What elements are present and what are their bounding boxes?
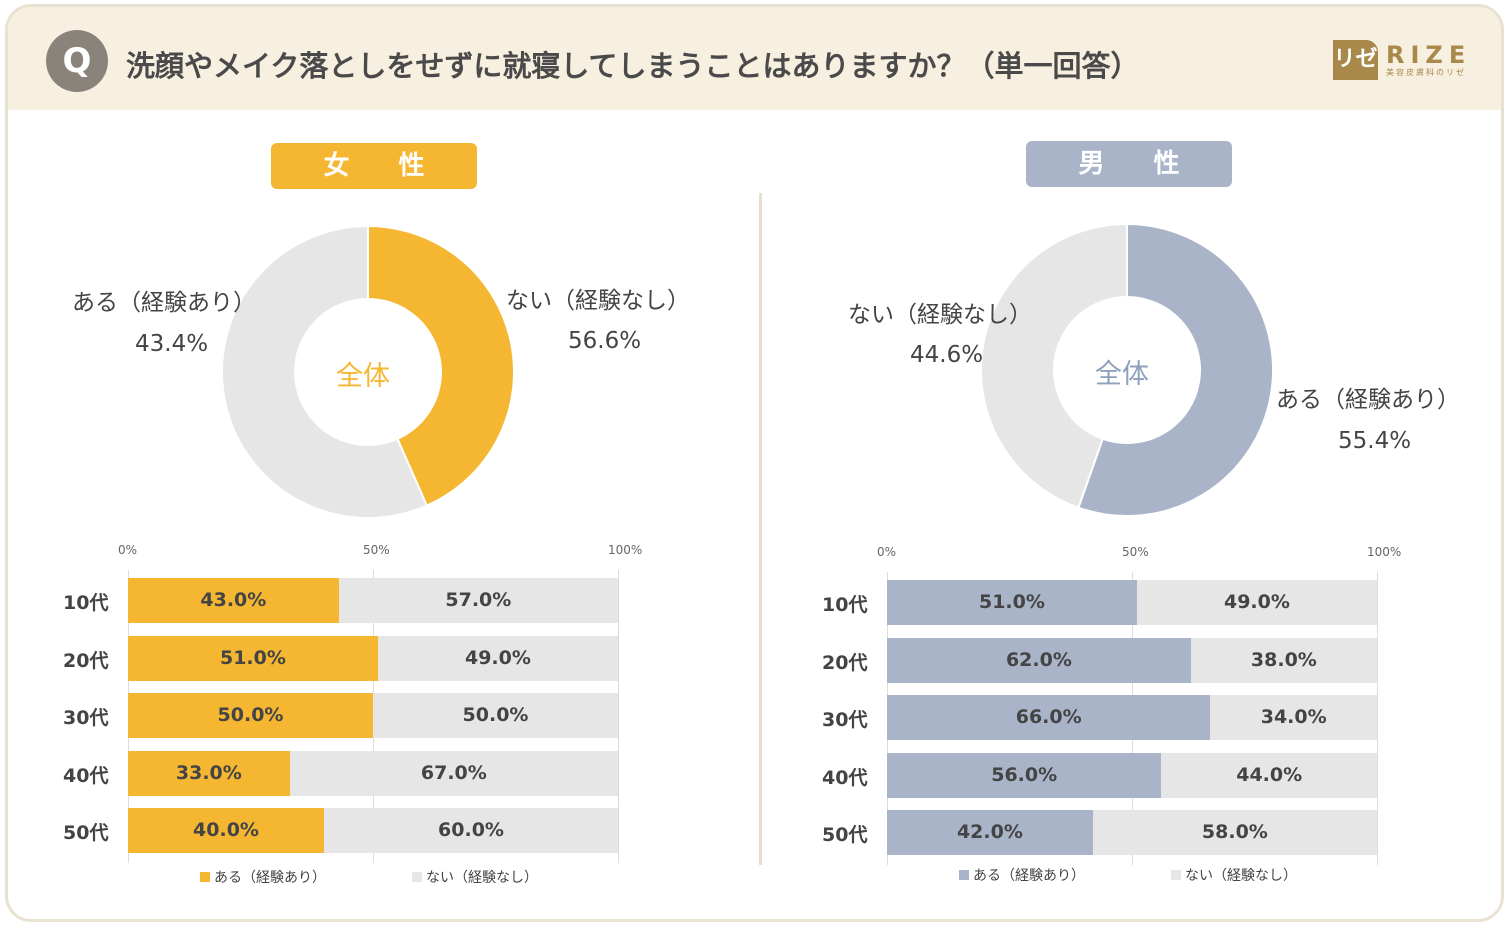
- gridline: [1377, 572, 1378, 865]
- row-label: 30代: [63, 707, 109, 729]
- x-tick-label: 100%: [1367, 545, 1402, 559]
- slice-value-label: 44.6%: [910, 342, 984, 368]
- legend-item: ある（経験あり）: [200, 867, 326, 887]
- donut-chart: [221, 224, 515, 519]
- legend-item: ない（経験なし）: [412, 867, 538, 887]
- donut-center-label: 全体: [336, 361, 390, 392]
- section-title: 女 性: [271, 143, 477, 189]
- slice-value-label: 55.4%: [1338, 428, 1412, 454]
- row-label: 10代: [822, 594, 868, 616]
- x-tick-label: 0%: [118, 543, 138, 557]
- bar-segment: 51.0%: [128, 635, 378, 681]
- legend-swatch: [1171, 870, 1181, 880]
- slice-category-label: ない（経験なし）: [506, 288, 690, 314]
- bar-segment: 38.0%: [1190, 637, 1377, 683]
- row-label: 20代: [822, 651, 868, 674]
- legend-swatch: [959, 870, 969, 880]
- legend-label: ある（経験あり）: [214, 870, 326, 886]
- logo-mark: リゼ: [1333, 40, 1378, 80]
- donut-chart: [979, 222, 1274, 517]
- x-tick-label: 50%: [363, 543, 390, 557]
- row-label: 10代: [63, 592, 109, 614]
- bar-segment: 67.0%: [289, 750, 618, 796]
- gridline: [618, 570, 619, 863]
- donut-slice: [367, 224, 515, 507]
- section-title: 男 性: [1026, 141, 1232, 187]
- x-tick-label: 100%: [608, 543, 643, 557]
- bar-segment: 62.0%: [887, 637, 1191, 683]
- legend-swatch: [412, 872, 422, 882]
- legend-item: ない（経験なし）: [1171, 865, 1297, 885]
- divider: [759, 193, 762, 865]
- row-label: 50代: [63, 822, 109, 844]
- bar-segment: 60.0%: [324, 808, 618, 853]
- donut-slice: [221, 224, 429, 519]
- legend-swatch: [200, 872, 210, 882]
- bar-segment: 33.0%: [128, 750, 290, 796]
- legend-label: ない（経験なし）: [1185, 868, 1297, 884]
- question-title: 洗顔やメイク落としをせずに就寝してしまうことはありますか？（単一回答）: [126, 49, 1140, 83]
- row-label: 30代: [822, 709, 868, 731]
- x-tick-label: 50%: [1122, 545, 1149, 559]
- bar-segment: 34.0%: [1210, 695, 1377, 740]
- bar-segment: 57.0%: [338, 578, 618, 623]
- row-label: 40代: [822, 766, 868, 789]
- slice-category-label: ある（経験あり）: [72, 290, 256, 316]
- rize-logo: リゼ RIZE 美容皮膚科のリゼ: [1333, 40, 1471, 80]
- bar-segment: 56.0%: [887, 752, 1162, 798]
- legend-item: ある（経験あり）: [959, 865, 1085, 885]
- logo-name: RIZE: [1386, 40, 1472, 69]
- donut-slice: [979, 222, 1128, 509]
- slice-value-label: 56.6%: [568, 328, 642, 354]
- bar-segment: 50.0%: [373, 693, 618, 738]
- bar-segment: 58.0%: [1092, 810, 1377, 855]
- bar-segment: 43.0%: [128, 578, 339, 623]
- bar-segment: 66.0%: [887, 695, 1211, 740]
- row-label: 40代: [63, 764, 109, 787]
- bar-segment: 49.0%: [1136, 580, 1377, 625]
- bar-segment: 51.0%: [887, 580, 1137, 625]
- row-label: 20代: [63, 649, 109, 672]
- x-tick-label: 0%: [877, 545, 897, 559]
- slice-value-label: 43.4%: [135, 331, 209, 357]
- row-label: 50代: [822, 824, 868, 846]
- bar-segment: 49.0%: [377, 635, 618, 681]
- bar-segment: 40.0%: [128, 808, 324, 853]
- legend-label: ある（経験あり）: [973, 868, 1085, 884]
- bar-segment: 42.0%: [887, 810, 1093, 855]
- logo-sub: 美容皮膚科のリゼ: [1386, 67, 1466, 77]
- q-badge: Q: [46, 30, 108, 92]
- legend-label: ない（経験なし）: [426, 870, 538, 886]
- bar-segment: 50.0%: [128, 693, 373, 738]
- slice-category-label: ある（経験あり）: [1276, 387, 1460, 413]
- bar-segment: 44.0%: [1161, 752, 1377, 798]
- slice-category-label: ない（経験なし）: [848, 302, 1032, 328]
- donut-center-label: 全体: [1095, 359, 1149, 390]
- header: Q 洗顔やメイク落としをせずに就寝してしまうことはありますか？（単一回答） リゼ…: [8, 7, 1501, 110]
